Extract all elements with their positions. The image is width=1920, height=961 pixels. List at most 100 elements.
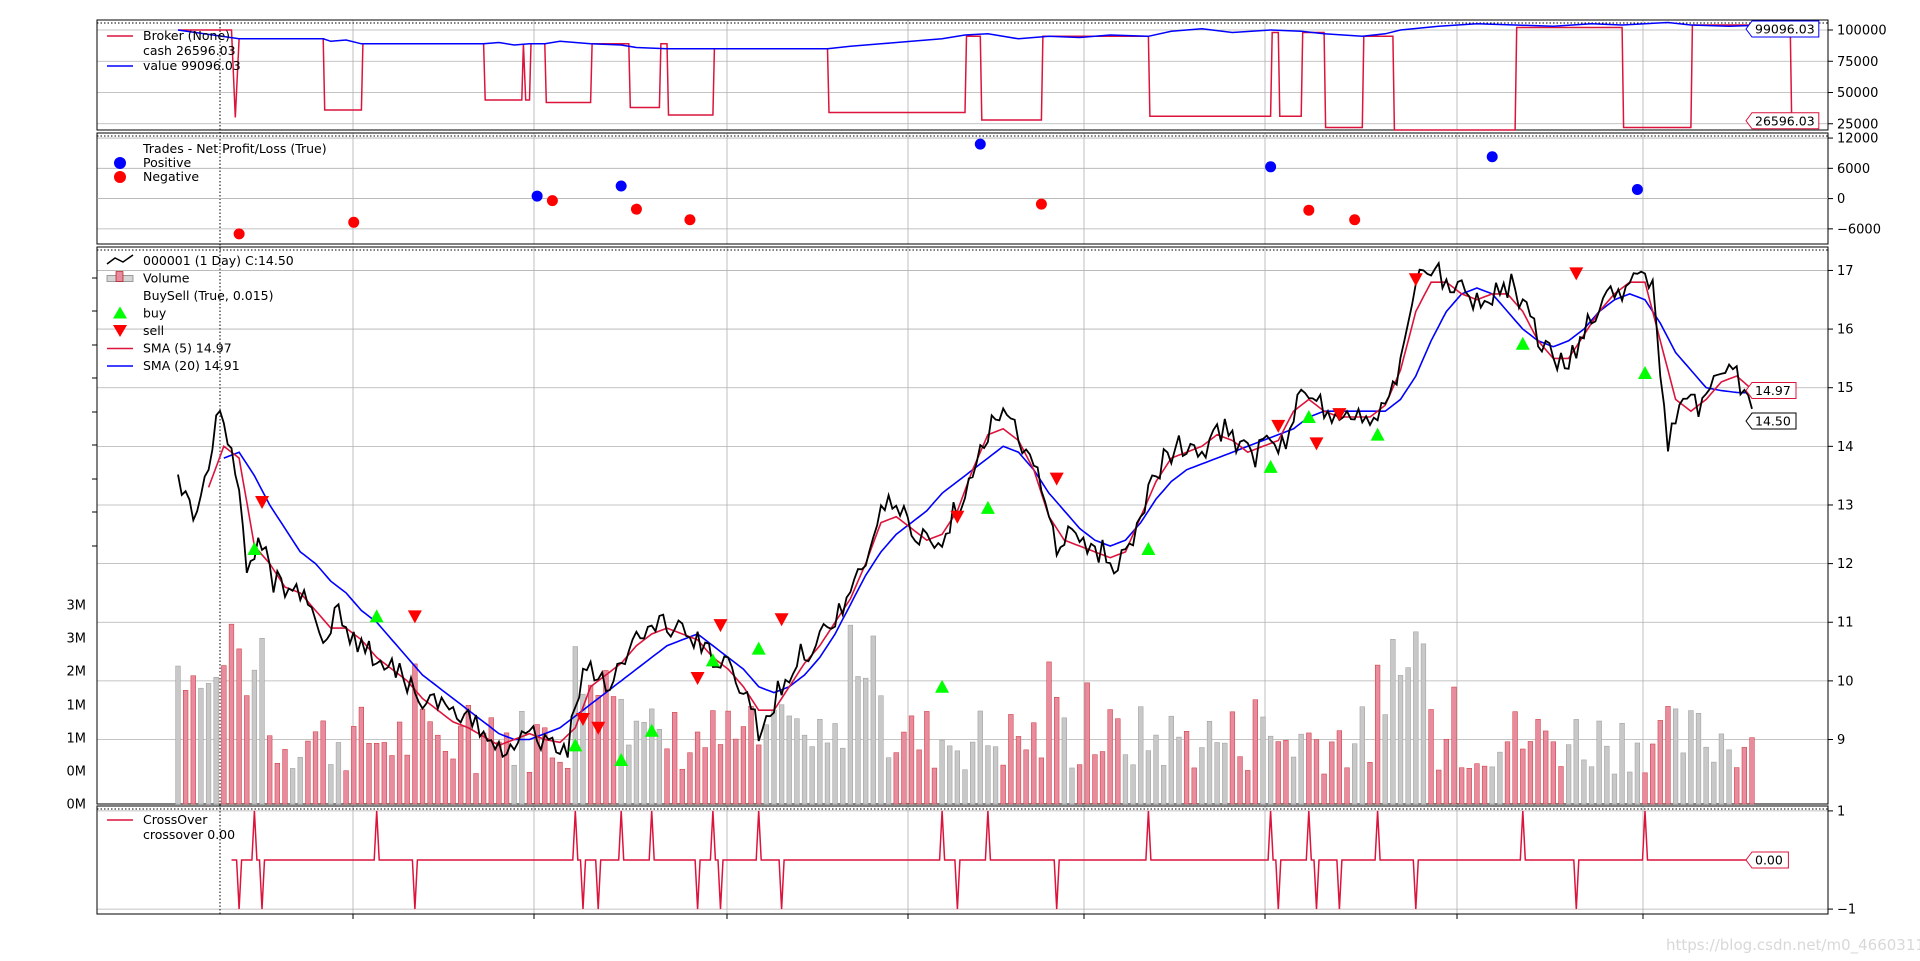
volume-bar: [1275, 741, 1281, 805]
volume-bar: [672, 712, 678, 805]
volume-bar: [610, 696, 617, 805]
volume-bar: [244, 695, 250, 805]
legend-label-crossover: CrossOver: [143, 812, 208, 827]
volume-bar: [1031, 722, 1037, 805]
ytick-label-price: 13: [1837, 498, 1854, 513]
volume-bar: [1092, 754, 1098, 805]
volume-bar: [1466, 768, 1472, 805]
ytick-label-price: 12: [1837, 557, 1854, 572]
volume-bar: [1283, 739, 1289, 805]
last-close-label: 14.50: [1755, 414, 1791, 429]
volume-bar: [228, 623, 235, 805]
volume-bar: [221, 665, 227, 805]
volume-bar: [985, 745, 991, 805]
volume-bar: [618, 698, 624, 805]
volume-bar: [901, 731, 907, 805]
volume-bar: [1229, 711, 1236, 805]
trade-negative-point: [546, 195, 558, 207]
volume-bar: [542, 727, 548, 805]
watermark: https://blog.csdn.net/m0_46603114: [1666, 936, 1920, 954]
volume-bar: [358, 706, 364, 805]
volume-bar: [1313, 739, 1320, 805]
ytick-label-broker: 100000: [1837, 24, 1887, 39]
volume-bar: [1711, 761, 1717, 805]
sma20-line: [223, 287, 1753, 741]
volume-bar: [1619, 723, 1625, 805]
volume-bar: [1191, 767, 1197, 805]
volume-bar: [1497, 751, 1503, 805]
volume-bar: [183, 690, 189, 805]
volume-bar: [809, 746, 815, 805]
volume-bar: [366, 743, 372, 805]
buy-marker: [568, 738, 583, 752]
volume-bar: [557, 761, 563, 805]
sell-marker: [774, 613, 789, 627]
volume-bar: [1588, 766, 1595, 805]
trade-negative-point: [1303, 204, 1315, 216]
legend-swatch-trades: [114, 171, 126, 183]
cash-line: [178, 24, 1793, 131]
volume-bar: [381, 742, 387, 805]
volume-bar: [396, 721, 403, 805]
legend-label-price: Volume: [143, 271, 190, 286]
last-sma5-label-box: [1745, 381, 1797, 399]
volume-bar: [1076, 764, 1083, 805]
volume-bar: [1504, 741, 1511, 805]
volume-bar: [1481, 765, 1488, 805]
volume-bar: [717, 744, 724, 805]
buy-marker: [1515, 336, 1530, 350]
volume-bar: [1000, 764, 1006, 805]
volume-bar: [481, 732, 487, 805]
volume-bar: [710, 710, 716, 805]
volume-axis-label: 3M: [67, 632, 87, 647]
volume-bar: [779, 704, 785, 805]
volume-bar: [1176, 736, 1182, 805]
volume-bar: [205, 683, 212, 805]
volume-bar: [1611, 773, 1618, 805]
buy-marker: [1370, 427, 1385, 441]
volume-bar: [633, 720, 640, 805]
volume-bar: [251, 669, 258, 805]
volume-bar: [1145, 750, 1151, 805]
volume-bar: [908, 715, 915, 805]
volume-axis-label: 1M: [67, 732, 87, 747]
trade-positive-point: [974, 138, 986, 150]
volume-bar: [679, 768, 685, 805]
volume-bar: [1428, 709, 1434, 805]
volume-bar: [1237, 756, 1243, 805]
volume-bar: [1527, 741, 1534, 805]
last-value-label: 99096.03: [1755, 22, 1815, 37]
legend-label-price: SMA (5) 14.97: [143, 341, 232, 356]
volume-bar: [1657, 720, 1663, 805]
legend-label-broker: value 99096.03: [143, 58, 241, 73]
volume-bar: [213, 676, 219, 805]
last-crossover-label-box: [1745, 851, 1789, 869]
volume-bar: [1290, 756, 1297, 805]
volume-bar: [175, 665, 181, 805]
last-value-label-box: [1745, 20, 1820, 38]
volume-bar: [1413, 631, 1419, 805]
volume-bar: [450, 758, 456, 805]
volume-bar: [526, 772, 533, 805]
volume-axis-label: 0M: [67, 765, 87, 780]
volume-bar: [947, 745, 953, 805]
volume-bar: [992, 746, 999, 805]
volume-bar: [465, 705, 471, 805]
volume-bar: [763, 724, 769, 805]
volume-bar: [1627, 771, 1633, 805]
sell-marker: [713, 619, 728, 633]
volume-bar: [641, 722, 647, 805]
volume-bar: [1344, 767, 1350, 805]
volume-bar: [1183, 731, 1190, 805]
ytick-label-broker: 50000: [1837, 86, 1878, 101]
volume-bar: [305, 740, 311, 805]
trade-positive-point: [615, 180, 627, 192]
volume-bar: [855, 676, 861, 805]
volume-bar: [954, 750, 960, 805]
volume-axis-label: 1M: [67, 699, 87, 714]
volume-bar: [1199, 747, 1205, 805]
volume-bar: [297, 757, 303, 805]
sell-marker: [690, 671, 705, 685]
volume-axis-label: 0M: [67, 798, 87, 813]
volume-bar: [1573, 719, 1579, 805]
